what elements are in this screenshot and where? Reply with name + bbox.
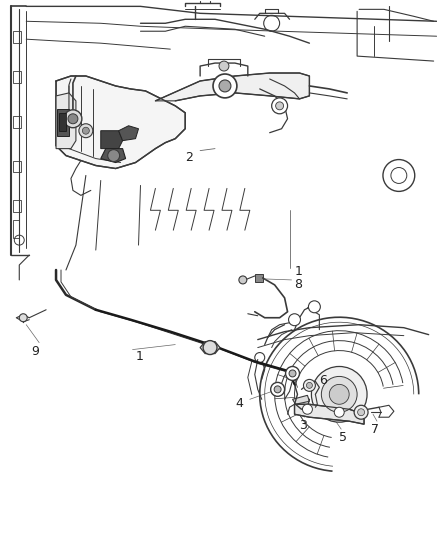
- Circle shape: [19, 314, 27, 322]
- Circle shape: [329, 384, 349, 404]
- Bar: [13, 160, 21, 173]
- Circle shape: [272, 98, 288, 114]
- Bar: [13, 71, 21, 83]
- Circle shape: [239, 276, 247, 284]
- Polygon shape: [155, 73, 309, 101]
- Circle shape: [276, 102, 283, 110]
- Circle shape: [307, 382, 312, 389]
- Circle shape: [334, 407, 344, 417]
- Circle shape: [255, 352, 265, 362]
- Circle shape: [219, 80, 231, 92]
- Text: 9: 9: [31, 345, 39, 358]
- Circle shape: [271, 382, 285, 397]
- Circle shape: [108, 150, 120, 161]
- Polygon shape: [119, 126, 138, 141]
- Polygon shape: [200, 342, 220, 353]
- Bar: [13, 200, 21, 212]
- Circle shape: [304, 379, 315, 391]
- Circle shape: [321, 376, 357, 412]
- Circle shape: [354, 405, 368, 419]
- Circle shape: [274, 386, 281, 393]
- Circle shape: [219, 61, 229, 71]
- Text: 6: 6: [319, 375, 327, 387]
- Circle shape: [289, 370, 296, 377]
- Circle shape: [68, 114, 78, 124]
- Text: 3: 3: [300, 419, 307, 432]
- Circle shape: [82, 127, 89, 134]
- Circle shape: [203, 341, 217, 354]
- Polygon shape: [101, 131, 123, 149]
- Bar: [13, 220, 19, 238]
- Circle shape: [357, 409, 364, 416]
- Bar: [13, 31, 21, 43]
- Text: 2: 2: [185, 151, 193, 164]
- Circle shape: [213, 74, 237, 98]
- Circle shape: [286, 367, 300, 381]
- Text: 8: 8: [294, 278, 303, 291]
- Text: 1: 1: [294, 265, 302, 278]
- Circle shape: [79, 124, 93, 138]
- Text: 4: 4: [235, 397, 243, 410]
- Circle shape: [303, 404, 312, 414]
- Polygon shape: [56, 76, 185, 168]
- Polygon shape: [57, 109, 69, 136]
- Polygon shape: [59, 113, 66, 131]
- Polygon shape: [294, 404, 364, 424]
- Bar: [255, 274, 263, 282]
- Text: 1: 1: [135, 350, 143, 362]
- Text: 5: 5: [339, 431, 347, 444]
- Text: 7: 7: [371, 423, 379, 436]
- Circle shape: [289, 314, 300, 326]
- Bar: [13, 116, 21, 128]
- Circle shape: [64, 110, 82, 128]
- Polygon shape: [293, 395, 309, 404]
- Polygon shape: [56, 93, 76, 149]
- Circle shape: [308, 301, 320, 313]
- Circle shape: [311, 367, 367, 422]
- Polygon shape: [101, 149, 126, 163]
